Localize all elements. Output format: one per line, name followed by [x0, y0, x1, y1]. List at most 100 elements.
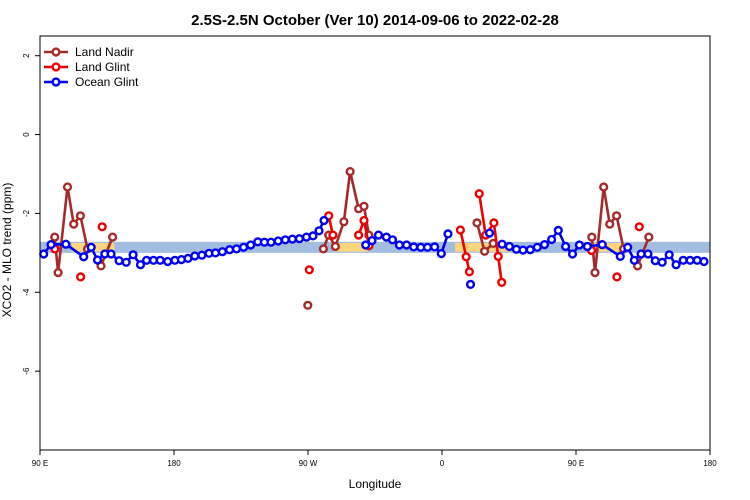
ocean-glint-point	[217, 247, 228, 257]
ocean-glint-point	[319, 215, 329, 226]
ocean-glint-point	[664, 250, 674, 260]
land-nadir-point	[611, 211, 622, 221]
ocean-glint-point	[574, 240, 585, 250]
ocean-glint-point	[387, 235, 398, 245]
legend-item-land-nadir: Land Nadir	[44, 45, 134, 59]
ocean-glint-point	[92, 255, 103, 265]
ocean-glint-point	[135, 260, 146, 270]
ocean-glint-point	[273, 236, 283, 246]
land-nadir-point	[605, 219, 615, 229]
x-axis: 90 E 180 90 W 0 90 E 180	[32, 450, 717, 468]
land-glint-point	[354, 230, 364, 240]
land-glint-point	[493, 251, 503, 262]
band-2	[334, 243, 368, 252]
ocean-glint-point	[231, 244, 242, 254]
land-glint-point	[328, 230, 338, 240]
x-tick-label: 180	[167, 459, 181, 468]
ocean-glint-point	[504, 241, 515, 252]
land-nadir-point	[644, 232, 654, 242]
legend-swatch-marker	[51, 62, 61, 72]
ocean-glint-point	[402, 240, 412, 250]
land-nadir-point	[318, 244, 329, 254]
series-ocean-glint	[39, 215, 709, 290]
ocean-glint-point	[128, 250, 138, 260]
land-nadir-point	[339, 217, 349, 227]
ocean-glint-point	[266, 237, 276, 247]
ocean-glint-point	[623, 242, 633, 252]
legend-label: Land Nadir	[75, 45, 134, 59]
ocean-glint-point	[210, 248, 221, 258]
ocean-glint-point	[39, 249, 49, 259]
ocean-glint-point	[114, 256, 124, 266]
ocean-glint-point	[86, 242, 96, 252]
land-glint-point	[461, 252, 471, 262]
ocean-glint-point	[597, 240, 607, 250]
legend-item-land-glint: Land Glint	[44, 60, 130, 74]
land-nadir-point	[599, 182, 609, 192]
x-tick-label: 90 E	[32, 459, 48, 468]
ocean-glint-point	[525, 245, 535, 255]
ocean-glint-point	[61, 239, 71, 249]
legend-item-ocean-glint: Ocean Glint	[44, 75, 139, 89]
land-nadir-point	[62, 182, 73, 192]
ocean-glint-point	[539, 240, 550, 250]
ocean-glint-point	[699, 256, 709, 267]
y-tick-label: -2	[22, 209, 31, 217]
y-tick-label: 0	[22, 132, 31, 137]
land-glint-point	[634, 222, 644, 232]
land-glint-point	[474, 189, 484, 199]
ocean-glint-point	[308, 231, 318, 241]
ocean-glint-point	[367, 236, 377, 246]
land-glint-point	[455, 225, 466, 235]
land-nadir-point	[590, 268, 600, 278]
ocean-glint-point	[190, 251, 200, 261]
y-tick-label: -6	[22, 367, 31, 375]
land-nadir-point	[330, 241, 341, 252]
land-glint-point	[359, 215, 369, 226]
ocean-glint-point	[582, 241, 593, 252]
land-glint-point	[612, 272, 622, 282]
ocean-glint-point	[443, 229, 453, 239]
land-nadir-point	[69, 219, 79, 229]
x-tick-label: 90 E	[568, 459, 584, 468]
land-nadir-point	[75, 211, 86, 221]
ocean-glint-point	[294, 234, 305, 244]
ocean-glint-point	[567, 249, 578, 259]
ocean-glint-point	[553, 225, 563, 236]
land-nadir-line-0	[53, 185, 89, 274]
land-nadir-point	[107, 232, 118, 242]
ocean-glint-point	[79, 252, 89, 262]
ocean-glint-point	[361, 240, 371, 250]
ocean-glint-point	[532, 242, 542, 252]
y-axis-label: XCO2 - MLO trend (ppm)	[0, 183, 14, 318]
ocean-glint-point	[629, 255, 639, 265]
ocean-glint-point	[546, 234, 557, 245]
x-axis-label: Longitude	[349, 477, 402, 491]
y-tick-label: -4	[22, 288, 31, 296]
ocean-glint-point	[314, 226, 324, 236]
ocean-glint-point	[430, 242, 440, 252]
ocean-glint-point	[643, 249, 653, 259]
ocean-glint-point	[106, 249, 116, 259]
ocean-glint-point	[239, 242, 249, 252]
ocean-glint-point	[615, 251, 625, 262]
chart-title: 2.5S-2.5N October (Ver 10) 2014-09-06 to…	[191, 12, 559, 29]
band-4	[590, 243, 630, 252]
ocean-glint-point	[671, 260, 681, 270]
legend-label: Ocean Glint	[75, 75, 139, 89]
land-nadir-point	[359, 201, 369, 211]
ocean-glint-point	[46, 240, 56, 250]
ocean-glint-point	[657, 257, 667, 267]
ocean-glint-point	[163, 256, 173, 267]
y-tick-label: 2	[22, 53, 31, 58]
ocean-glint-point	[422, 242, 433, 252]
x-tick-label: 180	[703, 459, 717, 468]
series-layer	[39, 167, 709, 310]
land-nadir-line-5	[590, 185, 625, 274]
ocean-glint-point	[121, 257, 131, 267]
land-nadir-point	[53, 268, 63, 278]
ocean-glint-point	[436, 249, 446, 259]
land-glint-point	[464, 267, 475, 277]
